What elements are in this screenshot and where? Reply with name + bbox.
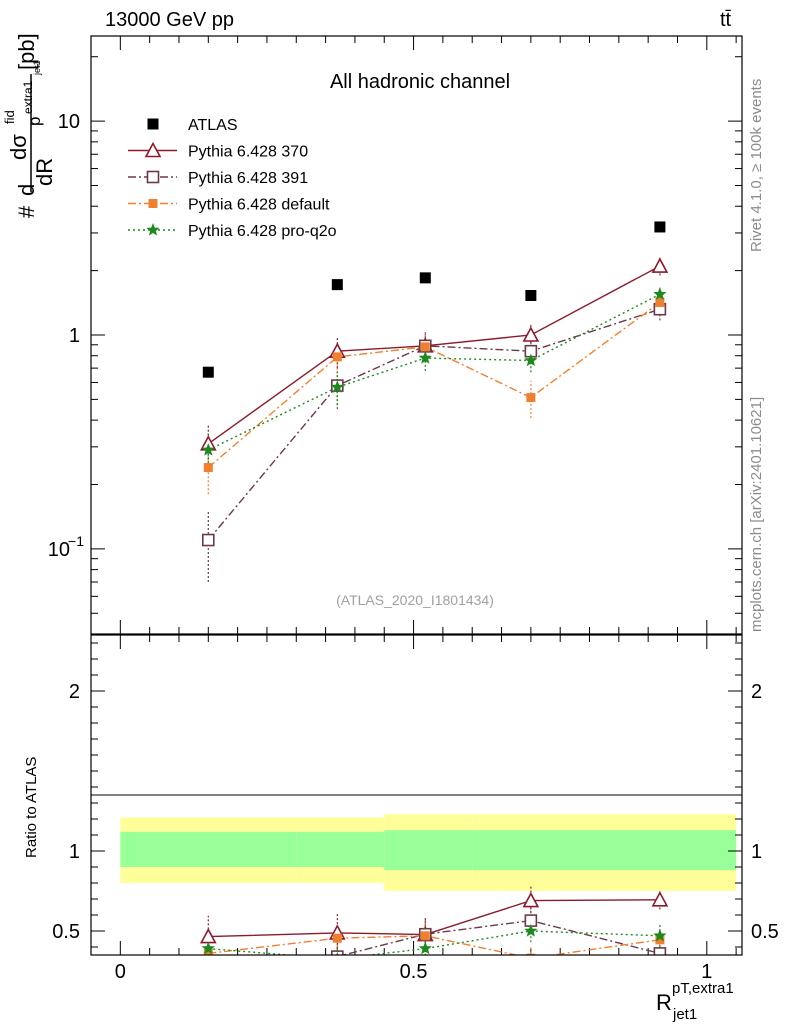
- ylabel-numerator: dσ: [6, 134, 31, 160]
- legend-label: Pythia 6.428 370: [188, 144, 308, 161]
- ylabel-prefix: #: [14, 205, 39, 218]
- legend-label: ATLAS: [188, 117, 238, 134]
- ratio-point-2: [420, 931, 430, 941]
- ratio-y-tick-label-right: 1: [751, 841, 762, 863]
- ratio-y-tick-label-right: 2: [751, 681, 762, 703]
- series-point-3: [201, 442, 215, 456]
- series-point-2: [203, 463, 213, 473]
- legend-label: Pythia 6.428 391: [188, 170, 308, 187]
- legend-marker: [144, 141, 162, 158]
- ratio-y-tick-label-right: 0.5: [751, 921, 779, 943]
- ratio-point-0: [522, 891, 540, 908]
- xlabel-base: R: [656, 990, 672, 1015]
- ylabel-numerator-sub2: extra1: [21, 80, 35, 114]
- main-y-tick-label-exponent: −1: [68, 533, 84, 549]
- legend-label: Pythia 6.428 default: [188, 197, 330, 214]
- ratio-band-inner: [296, 831, 385, 867]
- ratio-band-inner: [120, 831, 297, 867]
- ylabel-d: d: [14, 184, 39, 196]
- series-point-2: [655, 297, 665, 307]
- series-point-3: [524, 353, 538, 367]
- ratio-point-2: [332, 933, 342, 943]
- main-y-axis-label: # d dR dσ fid p extra1 jet1 [pb]: [2, 33, 57, 218]
- atlas-data-point: [419, 272, 431, 284]
- legend-label: Pythia 6.428 pro-q2o: [188, 223, 337, 240]
- main-frame: [90, 35, 743, 635]
- header-energy-label: 13000 GeV pp: [105, 9, 234, 31]
- ratio-point-3: [418, 941, 432, 955]
- ratio-line-0: [208, 899, 660, 938]
- ratio-band-inner: [589, 830, 737, 871]
- ratio-point-3: [201, 941, 215, 955]
- ratio-band-inner: [472, 830, 590, 871]
- atlas-data-point: [525, 289, 537, 301]
- series-line-2: [207, 301, 661, 469]
- atlas-data-point: [654, 221, 666, 233]
- x-tick-label: 0.5: [400, 961, 428, 983]
- ratio-point-1: [203, 978, 214, 989]
- series-point-2: [420, 342, 430, 352]
- xlabel-sup: pT,extra1: [672, 980, 734, 997]
- atlas-data-point: [331, 279, 343, 291]
- series-line-3: [207, 293, 661, 451]
- legend-marker: [147, 118, 159, 130]
- analysis-watermark: (ATLAS_2020_I1801434): [336, 592, 494, 608]
- x-tick-label: 1: [701, 961, 712, 983]
- legend: ATLAS Pythia 6.428 370 Pythia 6.428 391 Pyt…: [128, 117, 337, 240]
- ratio-line-1: [340, 919, 661, 955]
- ratio-y-tick-label: 1: [69, 841, 80, 863]
- chart-title: All hadronic channel: [330, 71, 510, 93]
- series-point-3: [418, 351, 432, 364]
- x-tick-label: 0: [115, 961, 126, 983]
- x-axis-label: R pT,extra1 jet1: [656, 980, 734, 1023]
- ylabel-denominator: dR: [32, 158, 57, 186]
- ratio-y-axis-label: Ratio to ATLAS: [23, 757, 40, 858]
- xlabel-sub: jet1: [672, 1006, 697, 1023]
- mcplots-reference-label: mcplots.cern.ch [arXiv:2401.10621]: [748, 397, 765, 632]
- ylabel-unit: [pb]: [14, 33, 39, 70]
- series-point-3: [330, 380, 344, 393]
- ylabel-numerator-sub3: jet1: [32, 60, 42, 76]
- ratio-frame: [90, 634, 743, 956]
- ratio-panel: 0.5 0.5 1 1 2 2 0 0.5 1 Ratio to ATLAS: [23, 634, 779, 989]
- series-point-3: [653, 287, 667, 300]
- ylabel-numerator-sub: p: [25, 117, 44, 126]
- series-point-2: [332, 352, 342, 362]
- ratio-band-inner: [384, 830, 473, 871]
- ratio-point-2: [526, 953, 536, 955]
- ratio-point-2: [655, 935, 665, 945]
- ratio-y-tick-label: 0.5: [52, 921, 80, 943]
- ratio-point-3: [653, 928, 667, 942]
- legend-marker: [146, 170, 160, 184]
- ratio-point-3: [524, 924, 538, 937]
- series-point-2: [526, 393, 536, 403]
- main-y-tick-label: 10: [58, 111, 80, 133]
- ylabel-numerator-sup: fid: [2, 110, 17, 124]
- atlas-data-point: [202, 366, 214, 378]
- ratio-point-2: [203, 948, 213, 955]
- svg-text:#: #: [14, 205, 39, 218]
- ratio-point-3: [336, 952, 339, 955]
- ratio-point-1: [653, 947, 667, 955]
- legend-marker: [148, 199, 158, 208]
- main-y-tick-label: 1: [69, 325, 80, 347]
- series-line-1: [207, 308, 661, 541]
- ratio-y-tick-label: 2: [69, 681, 80, 703]
- legend-marker: [146, 223, 160, 236]
- series-point-0: [651, 257, 669, 273]
- main-y-tick-label: 10: [48, 539, 70, 561]
- ratio-point-0: [651, 891, 669, 907]
- rivet-version-label: Rivet 4.1.0, ≥ 100k events: [748, 79, 765, 252]
- series-point-0: [522, 326, 540, 342]
- ratio-line-2: [208, 935, 660, 955]
- series-point-1: [201, 533, 215, 547]
- header-process-label: tt̄: [720, 9, 732, 31]
